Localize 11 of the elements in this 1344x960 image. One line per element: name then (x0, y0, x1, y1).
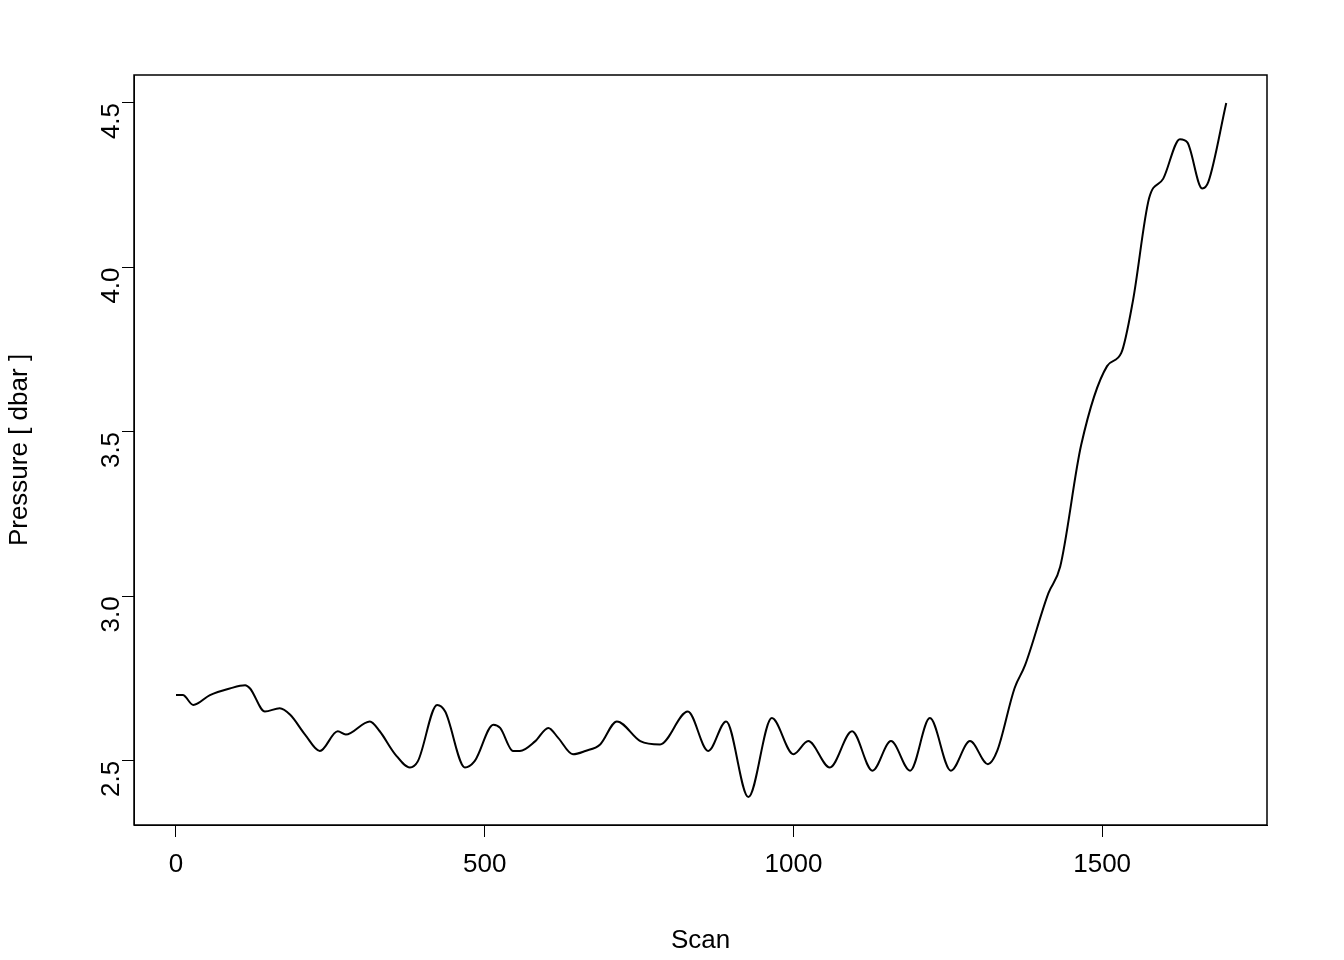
x-tick-label: 0 (168, 847, 184, 878)
x-tick-label: 1000 (764, 847, 823, 878)
y-tick-label: 4.0 (95, 267, 126, 304)
y-tick-label: 3.0 (95, 596, 126, 633)
x-axis-title: Scan (670, 923, 731, 954)
x-tick-label: 500 (463, 847, 507, 878)
y-tick-label: 3.5 (95, 431, 126, 469)
y-axis-title: Pressure [ dbar ] (2, 353, 33, 547)
y-tick-label: 4.5 (95, 102, 126, 140)
x-tick-label: 1500 (1073, 847, 1132, 878)
y-tick-label: 2.5 (95, 760, 126, 798)
